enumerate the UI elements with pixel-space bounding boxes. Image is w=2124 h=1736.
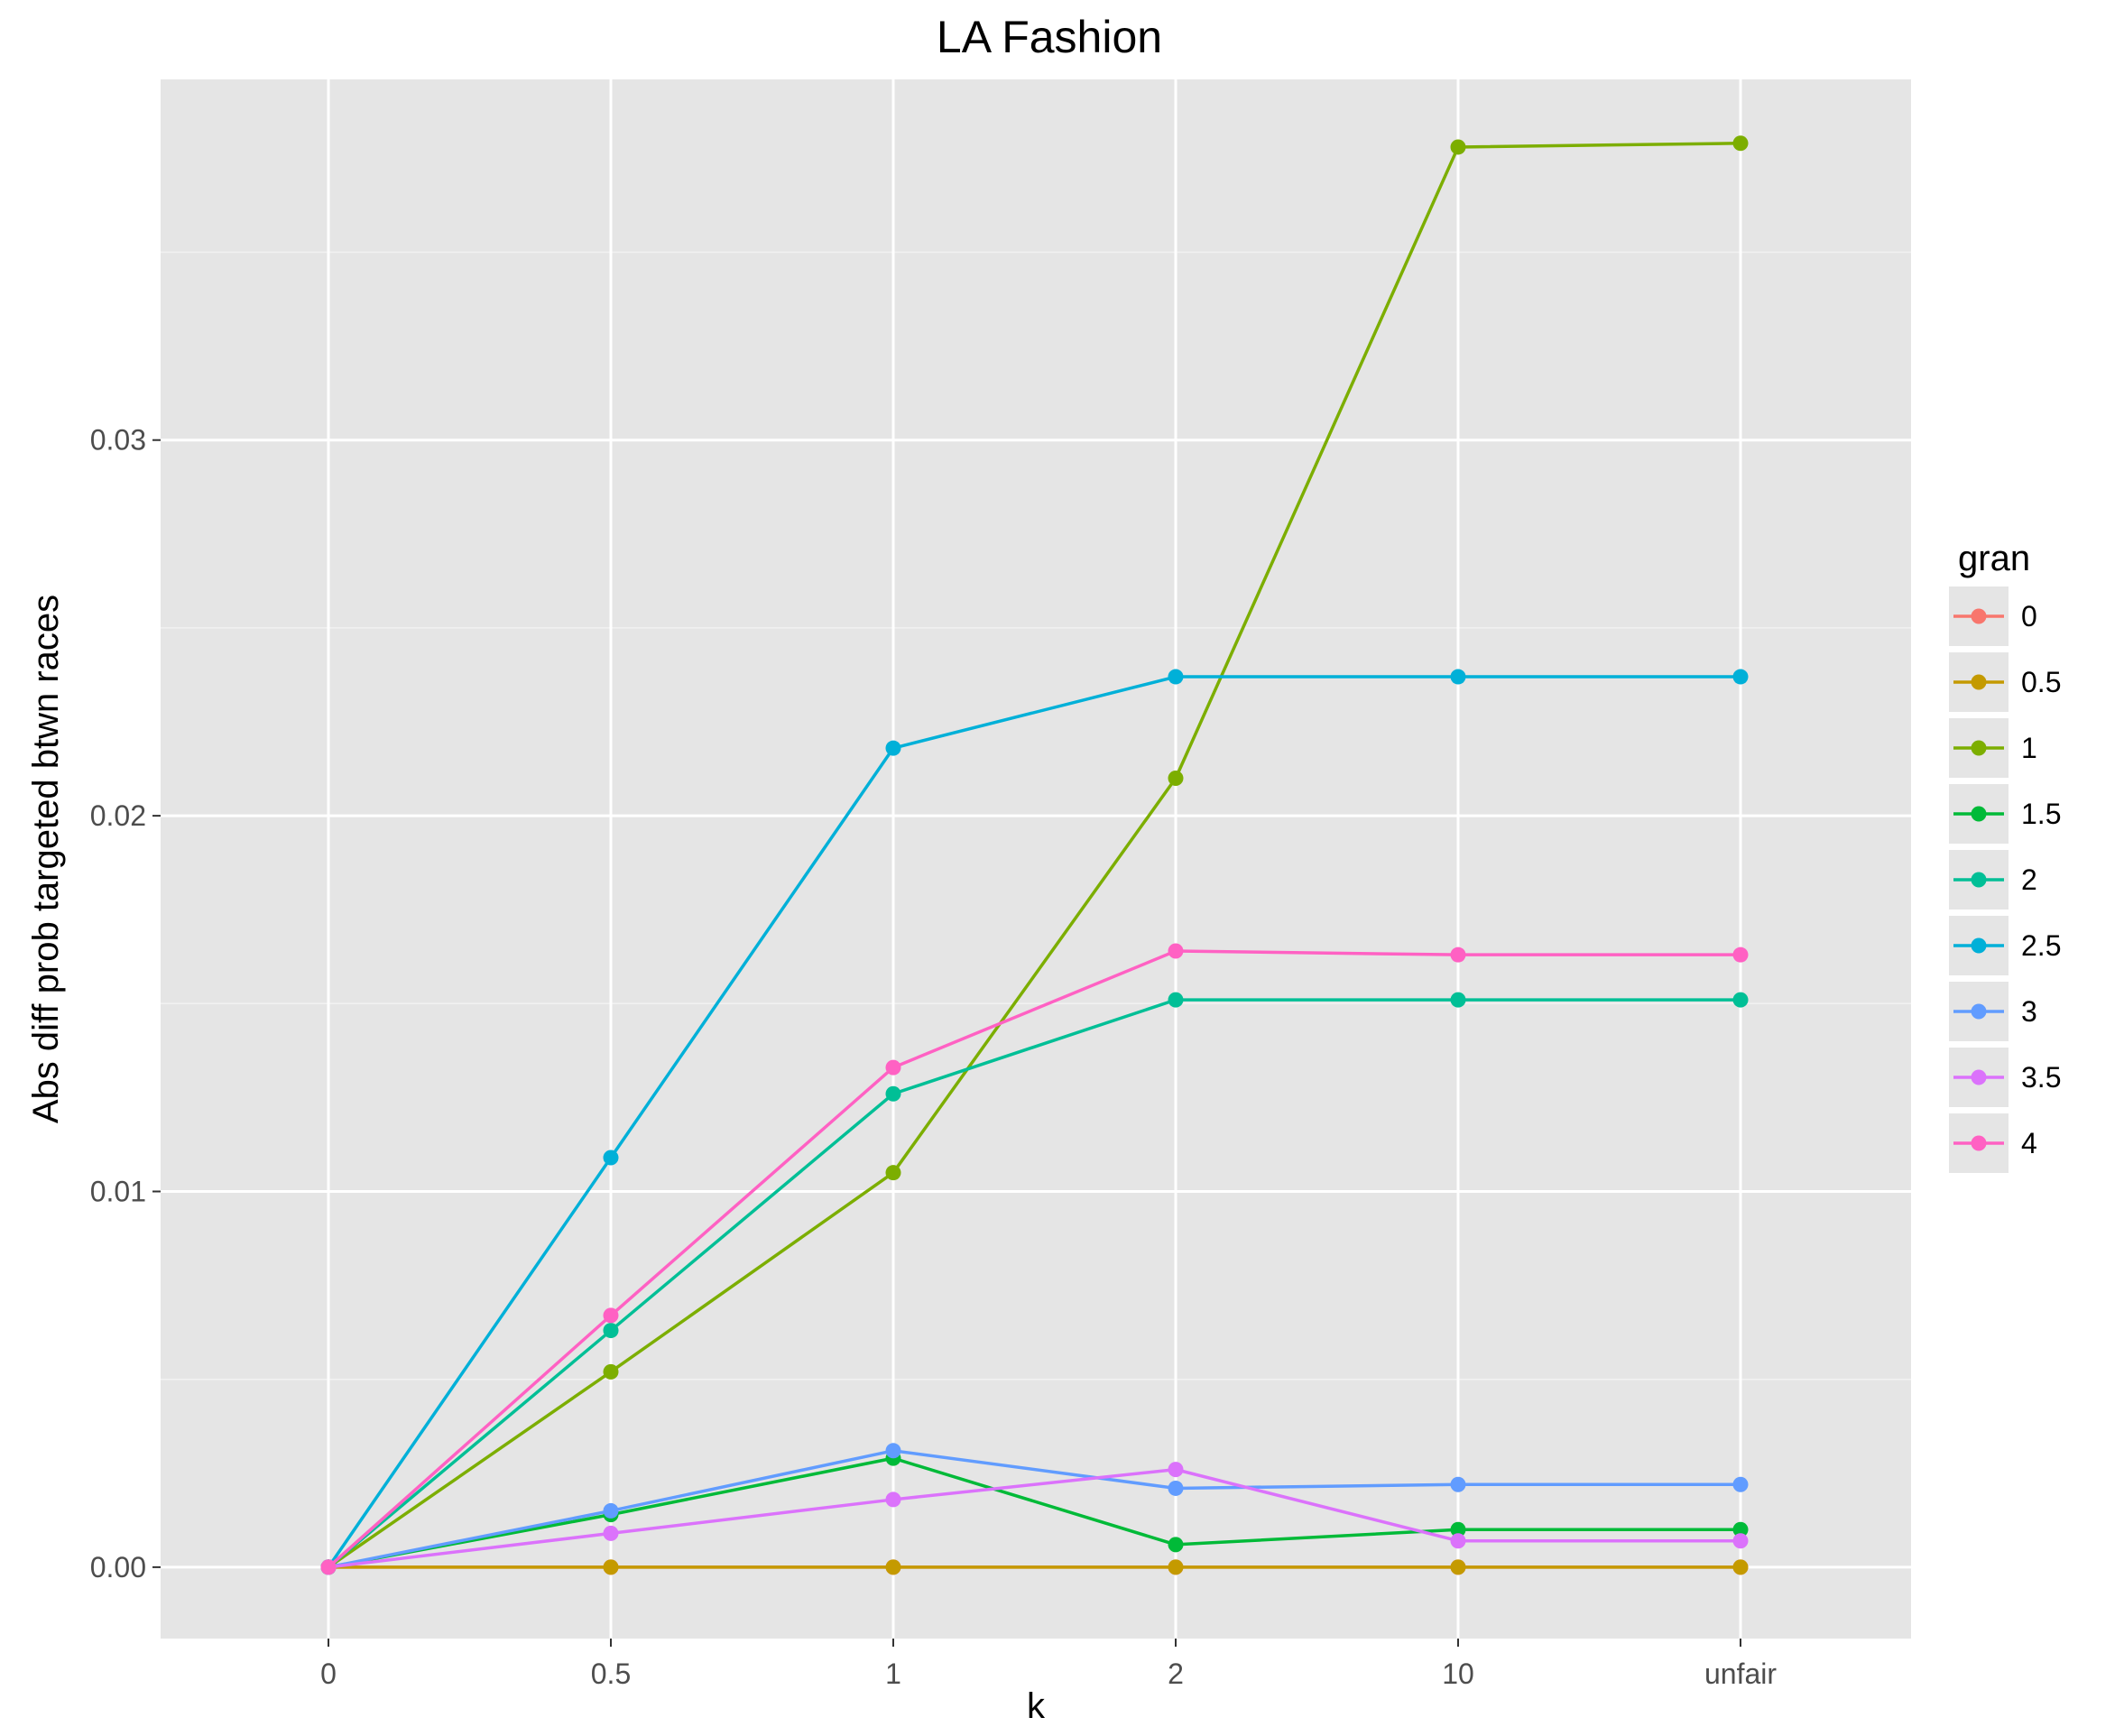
legend-label: 2.5 (2021, 929, 2061, 962)
legend-label: 3.5 (2021, 1061, 2061, 1094)
x-tick-label: 0.5 (591, 1658, 631, 1690)
data-point (603, 1502, 619, 1519)
legend-item: 4 (1949, 1113, 2037, 1173)
legend-item: 2.5 (1949, 916, 2061, 975)
data-point (1168, 669, 1184, 685)
data-point (885, 740, 901, 756)
legend-key-point (1971, 608, 1987, 624)
x-tick-label: unfair (1704, 1658, 1777, 1690)
legend-item: 3 (1949, 982, 2037, 1041)
legend-label: 1.5 (2021, 798, 2061, 830)
data-point (1732, 669, 1749, 685)
x-tick-label: 10 (1442, 1658, 1474, 1690)
series-line (327, 998, 1741, 1569)
data-point (1168, 770, 1184, 786)
legend-title: gran (1958, 539, 2030, 578)
y-tick-label: 0.02 (90, 799, 146, 832)
legend-item: 0 (1949, 586, 2037, 646)
data-point (1732, 135, 1749, 152)
data-point (1450, 1559, 1466, 1575)
legend-key-point (1971, 806, 1987, 822)
legend-key-point (1971, 740, 1987, 756)
series-line (328, 142, 1741, 1569)
legend: gran 0 0.5 1 1.5 2 2.5 3 3.5 4 (1949, 539, 2061, 1173)
legend-item: 1 (1949, 718, 2037, 778)
y-axis-title: Abs diff prob targeted btwn races (26, 595, 66, 1123)
data-point (1168, 1480, 1184, 1496)
x-tick-label: 2 (1168, 1658, 1184, 1690)
data-point (603, 1559, 619, 1575)
legend-label: 1 (2021, 732, 2037, 764)
minor-gridlines (161, 251, 1911, 1380)
data-point (1450, 669, 1466, 685)
legend-item: 2 (1949, 850, 2037, 910)
data-point (1168, 1559, 1184, 1575)
legend-key-point (1971, 937, 1987, 954)
series-line (327, 949, 1741, 1569)
legend-item: 1.5 (1949, 784, 2061, 844)
data-point (1732, 992, 1749, 1008)
legend-item: 3.5 (1949, 1048, 2061, 1107)
legend-label: 0.5 (2021, 666, 2061, 698)
data-point (885, 1165, 901, 1181)
data-point (1168, 992, 1184, 1008)
data-point (1168, 1462, 1184, 1478)
data-point (885, 1059, 901, 1076)
series-line (328, 1456, 1741, 1569)
data-point (603, 1363, 619, 1380)
data-point (603, 1150, 619, 1166)
data-point (1450, 1476, 1466, 1492)
legend-label: 3 (2021, 995, 2037, 1028)
x-tick-label: 0 (320, 1658, 337, 1690)
series-line (328, 1449, 1741, 1569)
legend-key-point (1971, 674, 1987, 690)
data-point (885, 1491, 901, 1508)
data-point (1450, 1521, 1466, 1537)
data-point (1450, 946, 1466, 963)
data-point (885, 1559, 901, 1575)
data-point (1732, 1533, 1749, 1549)
x-tick-label: 1 (885, 1658, 901, 1690)
data-point (1450, 1533, 1466, 1549)
legend-key-point (1971, 1003, 1987, 1020)
legend-key-point (1971, 1069, 1987, 1085)
data-point (603, 1525, 619, 1541)
data-point (1732, 946, 1749, 963)
y-tick-label: 0.01 (90, 1176, 146, 1208)
series-layer (320, 135, 1749, 1575)
data-point (885, 1085, 901, 1102)
legend-label: 4 (2021, 1127, 2037, 1159)
data-point (603, 1307, 619, 1324)
data-point (320, 1559, 337, 1575)
y-tick-label: 0.00 (90, 1551, 146, 1584)
data-point (1732, 1521, 1749, 1537)
series-line (327, 675, 1741, 1568)
data-point (1450, 139, 1466, 155)
series-line (328, 1467, 1741, 1569)
series-4 (320, 943, 1749, 1575)
data-point (1168, 1537, 1184, 1553)
data-point (1450, 992, 1466, 1008)
legend-label: 0 (2021, 600, 2037, 633)
chart-title: LA Fashion (937, 12, 1162, 62)
y-tick-label: 0.03 (90, 424, 146, 457)
data-point (885, 1443, 901, 1459)
legend-key-point (1971, 1135, 1987, 1151)
legend-key-point (1971, 872, 1987, 888)
data-point (1732, 1559, 1749, 1575)
x-axis-title: k (1027, 1686, 1046, 1726)
axis-layer: 0.00 0.01 0.02 0.03 0 0.5 1 2 10 unfair (90, 424, 1778, 1690)
data-point (1168, 943, 1184, 959)
legend-item: 0.5 (1949, 652, 2061, 712)
data-point (603, 1323, 619, 1339)
legend-label: 2 (2021, 863, 2037, 896)
plot-panel (161, 79, 1911, 1639)
data-point (1732, 1476, 1749, 1492)
